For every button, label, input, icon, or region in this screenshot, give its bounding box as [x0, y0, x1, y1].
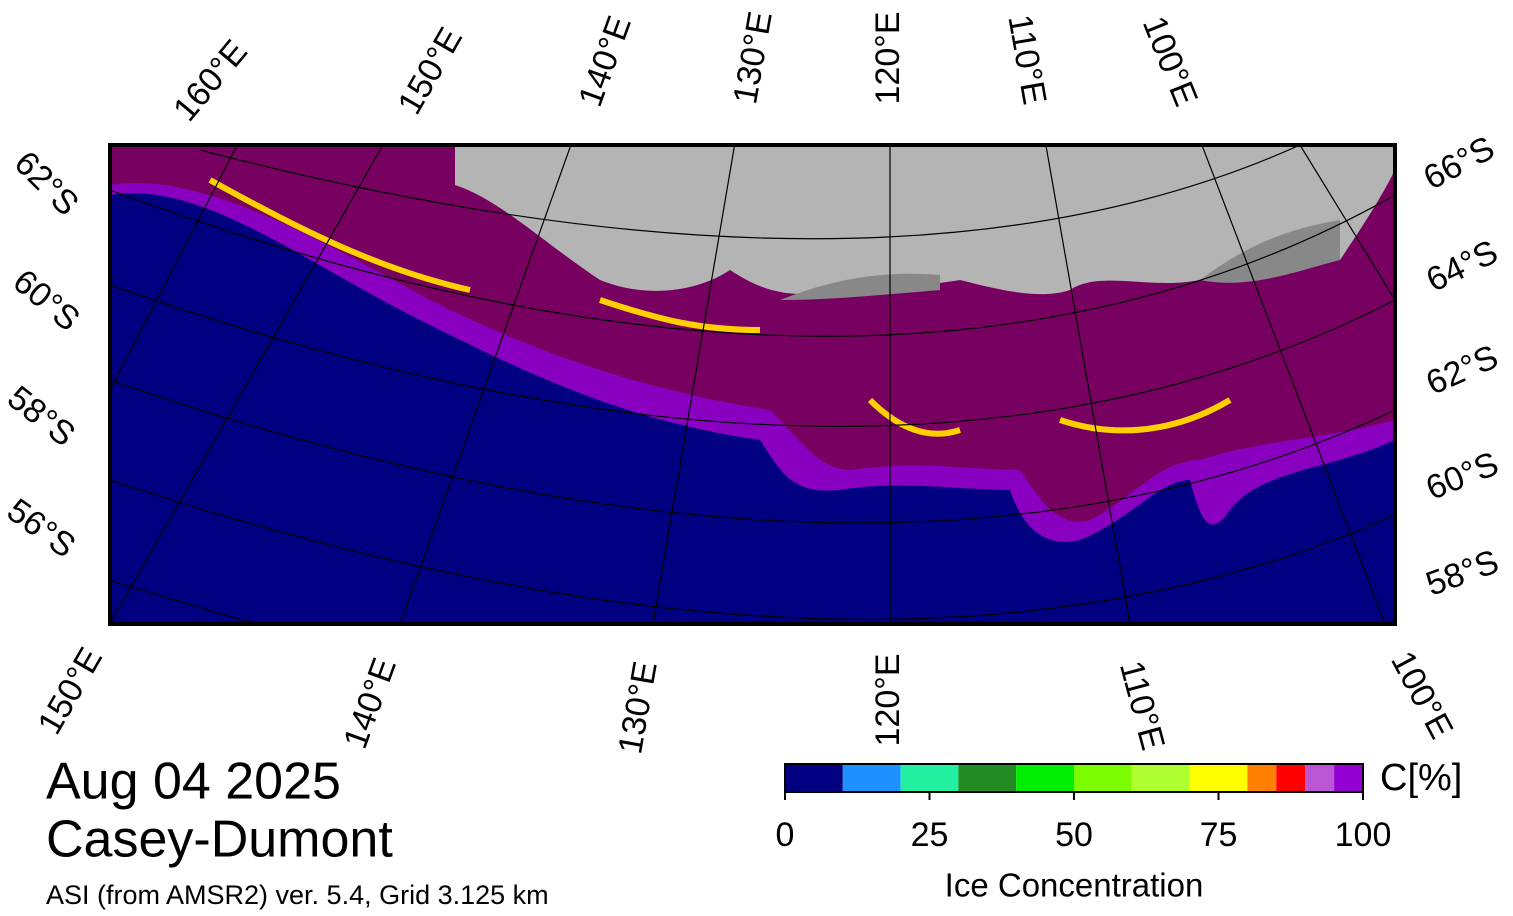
- ice-edge-detail: [208, 177, 1232, 437]
- date: Aug 04 2025: [46, 753, 341, 811]
- colorbar-tick-label: 75: [1200, 816, 1238, 854]
- colorbar-bin: [1305, 764, 1335, 792]
- lon-label: 150°E: [31, 641, 110, 741]
- lat-label: 58°S: [1421, 543, 1504, 604]
- lon-label: 120°E: [869, 653, 907, 746]
- parallel: [199, 145, 1301, 240]
- subtitle: ASI (from AMSR2) ver. 5.4, Grid 3.125 km: [46, 880, 549, 910]
- parallel: [110, 379, 1395, 524]
- lat-label: 56°S: [0, 491, 82, 565]
- lat-label: 58°S: [0, 379, 82, 455]
- lat-label: 66°S: [1417, 129, 1500, 197]
- parallel: [110, 189, 1395, 337]
- lon-label: 120°E: [869, 11, 907, 104]
- colorbar-tick-label: 25: [911, 816, 949, 854]
- lon-label: 130°E: [611, 659, 665, 757]
- lon-label: 150°E: [391, 21, 470, 121]
- lon-label: 160°E: [166, 33, 255, 129]
- colorbar: 0 25 50 75 100: [776, 763, 1392, 854]
- colorbar-tick-label: 100: [1335, 816, 1392, 854]
- colorbar-unit: C[%]: [1380, 757, 1462, 799]
- lon-label: 140°E: [571, 11, 639, 111]
- right-lat-labels: 66°S 64°S 62°S 60°S 58°S: [1417, 129, 1503, 604]
- lon-label: 100°E: [1383, 645, 1460, 745]
- lon-label: 130°E: [726, 9, 780, 107]
- colorbar-bin: [1074, 764, 1132, 792]
- lat-label: 64°S: [1420, 233, 1503, 300]
- colorbar-bin: [1334, 764, 1363, 792]
- top-lon-labels: 160°E 150°E 140°E 130°E 120°E 110°E 100°…: [166, 9, 1205, 129]
- lat-label: 62°S: [1421, 338, 1504, 403]
- colorbar-label: Ice Concentration: [945, 867, 1204, 904]
- colorbar-bin: [900, 764, 959, 792]
- colorbar-bin: [1247, 764, 1277, 792]
- bottom-lon-labels: 150°E 140°E 130°E 120°E 110°E 100°E: [31, 641, 1461, 757]
- colorbar-bin: [1016, 764, 1074, 792]
- colorbar-bin: [1189, 764, 1248, 792]
- colorbar-bin: [1276, 764, 1306, 792]
- lat-label: 60°S: [6, 262, 87, 339]
- colorbar-bin: [785, 764, 843, 792]
- antarctica: [455, 145, 1395, 295]
- parallel: [110, 284, 1395, 427]
- map-frame: [108, 143, 1397, 626]
- lat-label: 62°S: [7, 144, 86, 223]
- colorbar-bin: [958, 764, 1017, 792]
- map: [110, 145, 1395, 624]
- left-lat-labels: 62°S 60°S 58°S 56°S: [0, 144, 87, 566]
- colorbar-tick-label: 0: [776, 816, 795, 854]
- colorbar-bin: [842, 764, 901, 792]
- lon-label: 140°E: [336, 653, 404, 753]
- lat-label: 60°S: [1421, 445, 1504, 508]
- colorbar-bin: [1131, 764, 1190, 792]
- colorbar-tick-label: 50: [1055, 816, 1093, 854]
- lon-label: 100°E: [1135, 11, 1205, 111]
- region: Casey-Dumont: [46, 811, 393, 869]
- meridian: [110, 145, 1395, 624]
- lon-label: 110°E: [1112, 657, 1172, 754]
- lon-label: 110°E: [1000, 12, 1053, 108]
- parallel: [110, 479, 1395, 620]
